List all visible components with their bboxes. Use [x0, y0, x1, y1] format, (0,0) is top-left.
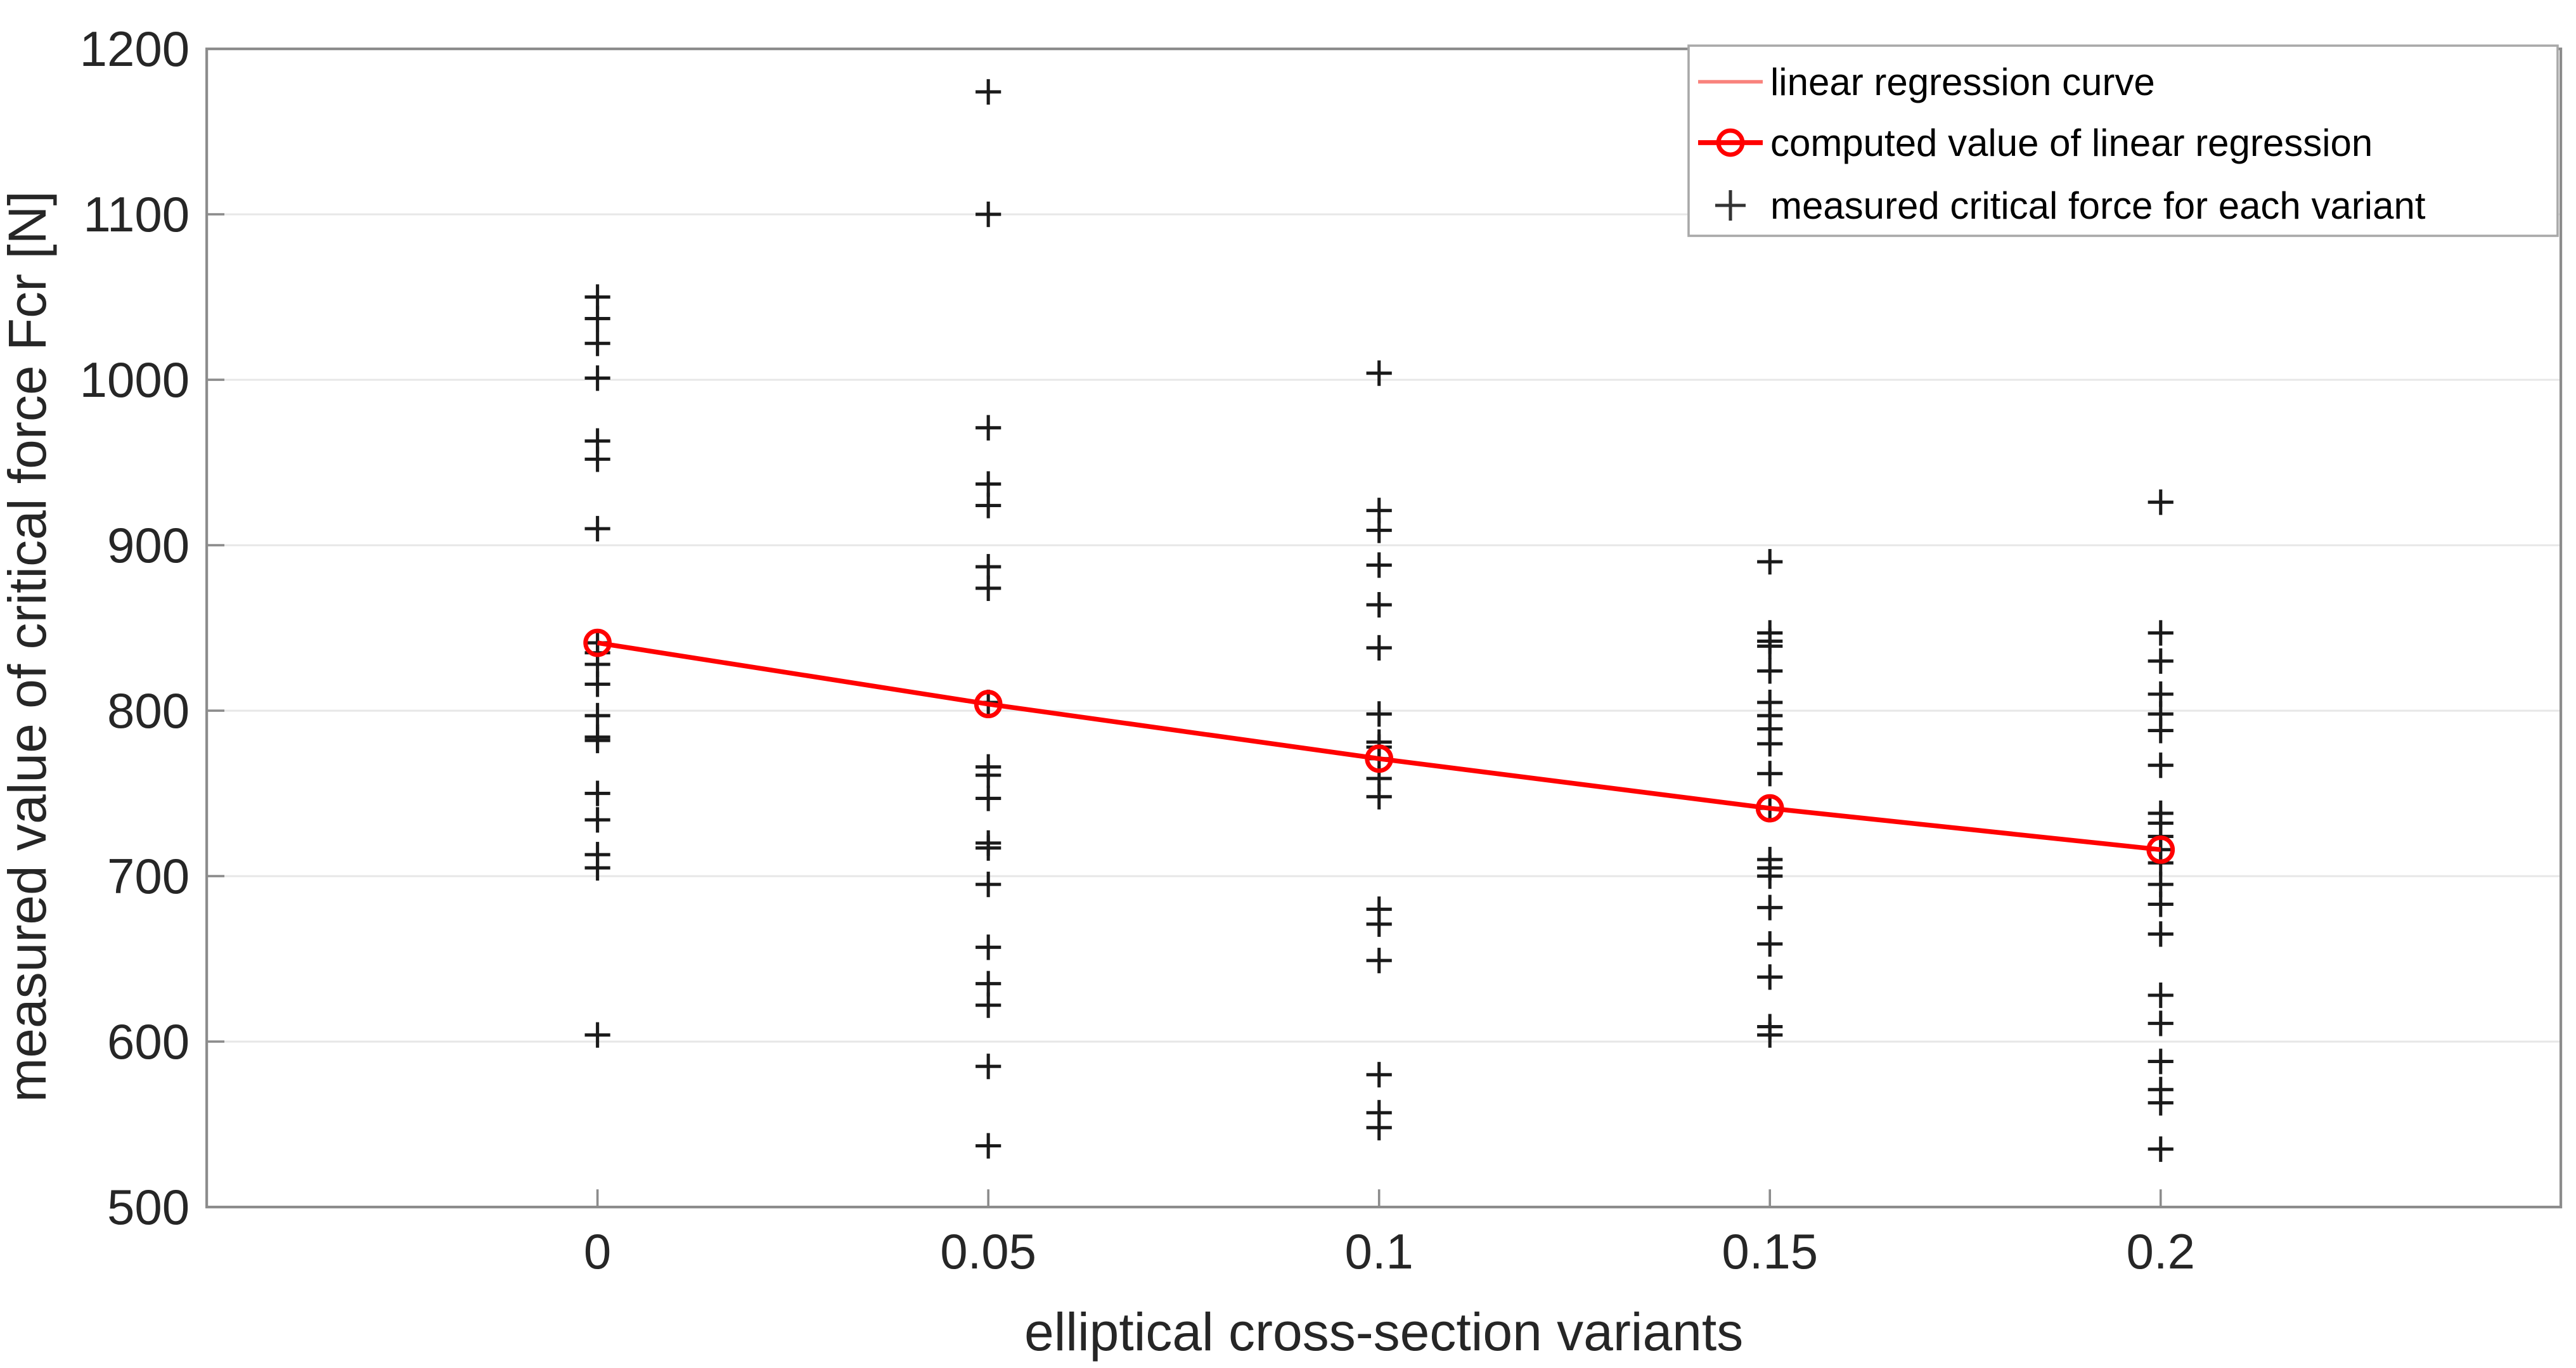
y-tick-label: 800: [107, 683, 190, 739]
y-tick-label: 500: [107, 1179, 190, 1235]
measured-plus-marker: [976, 553, 1001, 580]
measured-plus-marker: [1757, 863, 1783, 889]
measured-plus-marker: [976, 762, 1001, 788]
measured-plus-marker: [1757, 964, 1783, 990]
measured-plus-marker: [976, 785, 1001, 811]
measured-plus-marker: [2148, 891, 2174, 917]
measured-plus-marker: [584, 446, 610, 472]
measured-plus-marker: [2148, 982, 2174, 1009]
measured-plus-marker: [584, 780, 610, 806]
measured-plus-marker: [976, 872, 1001, 898]
measured-plus-marker: [584, 1022, 610, 1048]
measured-plus-marker: [1757, 549, 1783, 575]
measured-plus-marker: [1757, 658, 1783, 684]
measured-plus-marker: [976, 992, 1001, 1018]
measured-plus-marker: [584, 855, 610, 881]
measured-plus-marker: [2148, 718, 2174, 744]
legend-entry: measured critical force for each variant: [1715, 184, 2426, 227]
measured-plus-marker: [1366, 517, 1392, 543]
measured-plus-marker: [2148, 752, 2174, 778]
measured-plus-marker: [1366, 552, 1392, 578]
plot-area: [207, 49, 2561, 1208]
measured-plus-marker: [976, 79, 1001, 105]
measured-plus-marker: [1366, 591, 1392, 618]
legend-entry: computed value of linear regression: [1697, 122, 2373, 164]
x-tick-label: 0: [584, 1223, 611, 1279]
regression-point-circle: [974, 690, 1003, 718]
measured-plus-marker: [1757, 761, 1783, 787]
x-tick-label: 0.15: [1722, 1223, 1818, 1279]
tick-labels: 0 0.05 0.1 0.15 0.2 500 600 700 800 900 1000 1100 12…: [80, 21, 2195, 1279]
legend-entry-label: computed value of linear regression: [1770, 122, 2373, 164]
measured-plus-marker: [2148, 648, 2174, 674]
measured-plus-marker: [1366, 784, 1392, 810]
measured-plus-marker: [584, 807, 610, 833]
measured-plus-marker: [2148, 921, 2174, 947]
measured-plus-marker: [1366, 701, 1392, 727]
measured-plus-marker: [2148, 1136, 2174, 1162]
regression-point-circle: [2146, 835, 2175, 864]
regression-point-circle: [583, 628, 612, 657]
x-tick-label: 0.05: [940, 1223, 1036, 1279]
y-tick-label: 700: [107, 848, 190, 904]
measured-plus-marker: [976, 415, 1001, 441]
measured-plus-marker: [584, 365, 610, 391]
legend-frame: [1687, 44, 2559, 237]
measured-plus-marker: [1757, 931, 1783, 957]
measured-plus-marker: [976, 493, 1001, 519]
legend-entry: linear regression curve: [1697, 61, 2155, 103]
plot-frame: [205, 47, 2563, 1209]
regression-point-circle: [1365, 744, 1394, 773]
measured-plus-marker: [2148, 1090, 2174, 1116]
measured-plus-marker: [2148, 620, 2174, 646]
measured-plus-marker: [584, 330, 610, 356]
x-axis-label: elliptical cross-section variants: [1024, 1302, 1743, 1362]
regression-point-circle: [1755, 794, 1784, 823]
measured-plus-marker: [976, 575, 1001, 602]
measured-plus-marker: [976, 1054, 1001, 1080]
measured-plus-marker: [976, 471, 1001, 497]
y-tick-label: 1000: [80, 352, 190, 408]
measured-plus-marker: [976, 201, 1001, 228]
measured-plus-marker: [1366, 948, 1392, 974]
measured-plus-marker: [976, 835, 1001, 861]
y-tick-label: 1100: [83, 186, 190, 242]
measured-plus-marker: [2148, 489, 2174, 515]
measured-plus-marker: [584, 727, 610, 754]
x-tick-label: 0.2: [2127, 1223, 2195, 1279]
y-tick-label: 900: [107, 517, 190, 573]
measured-plus-marker: [1366, 911, 1392, 937]
measured-plus-marker: [1366, 1114, 1392, 1140]
legend-entry-label: linear regression curve: [1770, 61, 2155, 103]
y-axis-label: measured value of critical force Fcr [N]: [0, 191, 57, 1102]
legend-entry-label: measured critical force for each variant: [1770, 184, 2426, 227]
measured-plus-marker: [1366, 360, 1392, 386]
measured-plus-marker: [1366, 1062, 1392, 1088]
measured-plus-marker: [976, 1133, 1001, 1159]
measured-plus-marker: [976, 934, 1001, 960]
measured-plus-marker: [2148, 1010, 2174, 1036]
measured-plus-marker: [976, 971, 1001, 997]
y-tick-label: 600: [107, 1014, 190, 1069]
regression-line: [597, 640, 2161, 853]
x-tick-label: 0.1: [1344, 1223, 1413, 1279]
measured-plus-marker: [584, 306, 610, 332]
measured-plus-marker: [584, 515, 610, 542]
legend-box: linear regression curve computed value of…: [1687, 44, 2559, 237]
measured-plus-marker: [584, 284, 610, 310]
legend-sample-circle: [1716, 128, 1745, 157]
measured-plus-marker: [1757, 1022, 1783, 1048]
measured-plus-marker: [1757, 633, 1783, 659]
measured-plus-marker: [584, 702, 610, 729]
y-tick-label: 1200: [80, 21, 190, 77]
measured-plus-marker: [2148, 1049, 2174, 1074]
measured-plus-marker: [1757, 731, 1783, 757]
measured-plus-marker: [584, 671, 610, 697]
measured-plus-marker: [1366, 635, 1392, 661]
measured-plus-marker: [1757, 894, 1783, 920]
